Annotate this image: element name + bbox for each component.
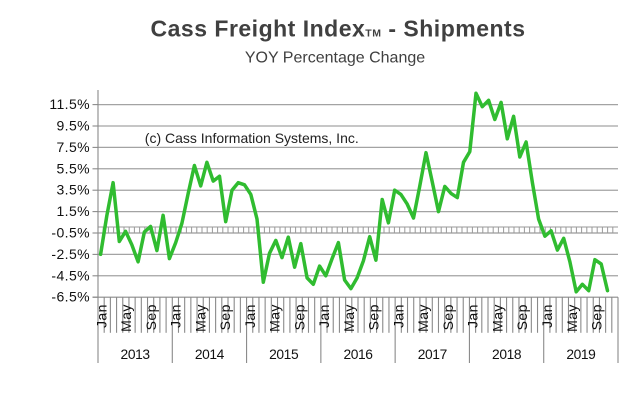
svg-text:Jan: Jan [316,304,332,328]
svg-text:-4.5%: -4.5% [51,267,90,283]
svg-text:YOY Percentage Change: YOY Percentage Change [245,50,425,67]
svg-text:May: May [490,304,506,332]
svg-text:-6.5%: -6.5% [51,289,90,305]
svg-text:Jan: Jan [242,304,258,328]
svg-text:1.5%: 1.5% [56,203,90,219]
svg-text:(c) Cass Information Systems,: (c) Cass Information Systems, Inc. [145,130,359,146]
svg-text:Jan: Jan [168,304,184,328]
svg-text:May: May [341,304,357,332]
svg-text:Sep: Sep [143,304,159,330]
svg-text:Sep: Sep [291,304,307,330]
svg-text:Cass Freight IndexTM - Shipmen: Cass Freight IndexTM - Shipments [151,16,526,42]
svg-text:9.5%: 9.5% [56,118,90,134]
svg-text:May: May [415,304,431,332]
svg-text:2019: 2019 [566,347,596,362]
svg-text:May: May [564,304,580,332]
svg-text:2014: 2014 [195,347,225,362]
svg-text:-2.5%: -2.5% [51,246,90,262]
svg-text:Jan: Jan [390,304,406,328]
svg-text:2016: 2016 [343,347,373,362]
svg-text:5.5%: 5.5% [56,160,90,176]
svg-text:Jan: Jan [539,304,555,328]
svg-text:Sep: Sep [366,304,382,330]
svg-text:11.5%: 11.5% [49,96,90,112]
svg-text:May: May [267,304,283,332]
svg-text:Sep: Sep [589,304,605,330]
svg-text:-0.5%: -0.5% [51,225,90,241]
svg-text:Sep: Sep [514,304,530,330]
svg-text:2018: 2018 [492,347,522,362]
svg-text:2017: 2017 [418,347,447,362]
svg-text:Jan: Jan [93,304,109,328]
svg-text:May: May [118,304,134,332]
svg-text:May: May [192,304,208,332]
svg-text:2015: 2015 [269,347,299,362]
svg-text:7.5%: 7.5% [56,139,90,155]
svg-text:Sep: Sep [217,304,233,330]
svg-text:2013: 2013 [121,347,151,362]
svg-text:Jan: Jan [465,304,481,328]
svg-text:Sep: Sep [440,304,456,330]
svg-text:3.5%: 3.5% [56,182,90,198]
